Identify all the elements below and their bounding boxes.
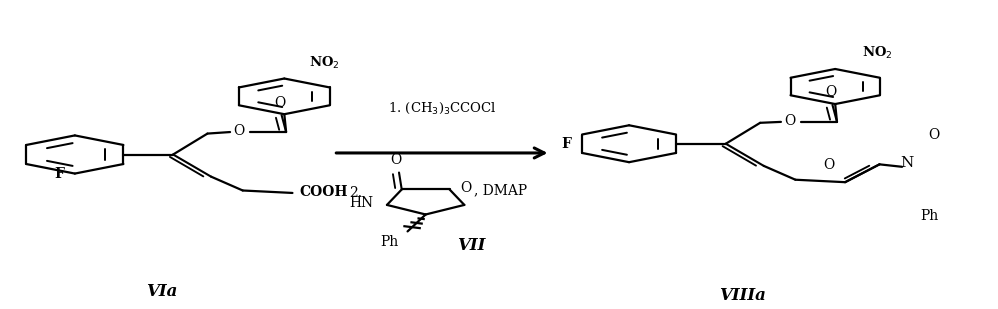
Text: O: O bbox=[825, 85, 836, 99]
Text: 2.: 2. bbox=[348, 186, 362, 200]
Text: O: O bbox=[234, 125, 245, 138]
Text: 1. (CH$_3$)$_3$CCOCl: 1. (CH$_3$)$_3$CCOCl bbox=[387, 101, 496, 116]
Text: F: F bbox=[561, 137, 571, 151]
Text: N: N bbox=[900, 156, 913, 170]
Text: F: F bbox=[54, 167, 64, 180]
Text: NO$_2$: NO$_2$ bbox=[861, 45, 892, 61]
Text: Ph: Ph bbox=[380, 235, 398, 249]
Text: O: O bbox=[460, 181, 472, 195]
Text: VIIIa: VIIIa bbox=[719, 287, 765, 304]
Text: VIa: VIa bbox=[146, 283, 178, 300]
Text: COOH: COOH bbox=[299, 185, 348, 199]
Text: O: O bbox=[274, 95, 285, 110]
Text: O: O bbox=[928, 128, 939, 142]
Text: O: O bbox=[390, 153, 402, 167]
Text: NO$_2$: NO$_2$ bbox=[309, 55, 339, 71]
Text: , DMAP: , DMAP bbox=[474, 183, 527, 197]
Text: Ph: Ph bbox=[920, 209, 938, 223]
Text: O: O bbox=[784, 114, 795, 128]
Text: VII: VII bbox=[457, 237, 485, 254]
Text: HN: HN bbox=[349, 197, 373, 210]
Text: O: O bbox=[823, 158, 835, 172]
